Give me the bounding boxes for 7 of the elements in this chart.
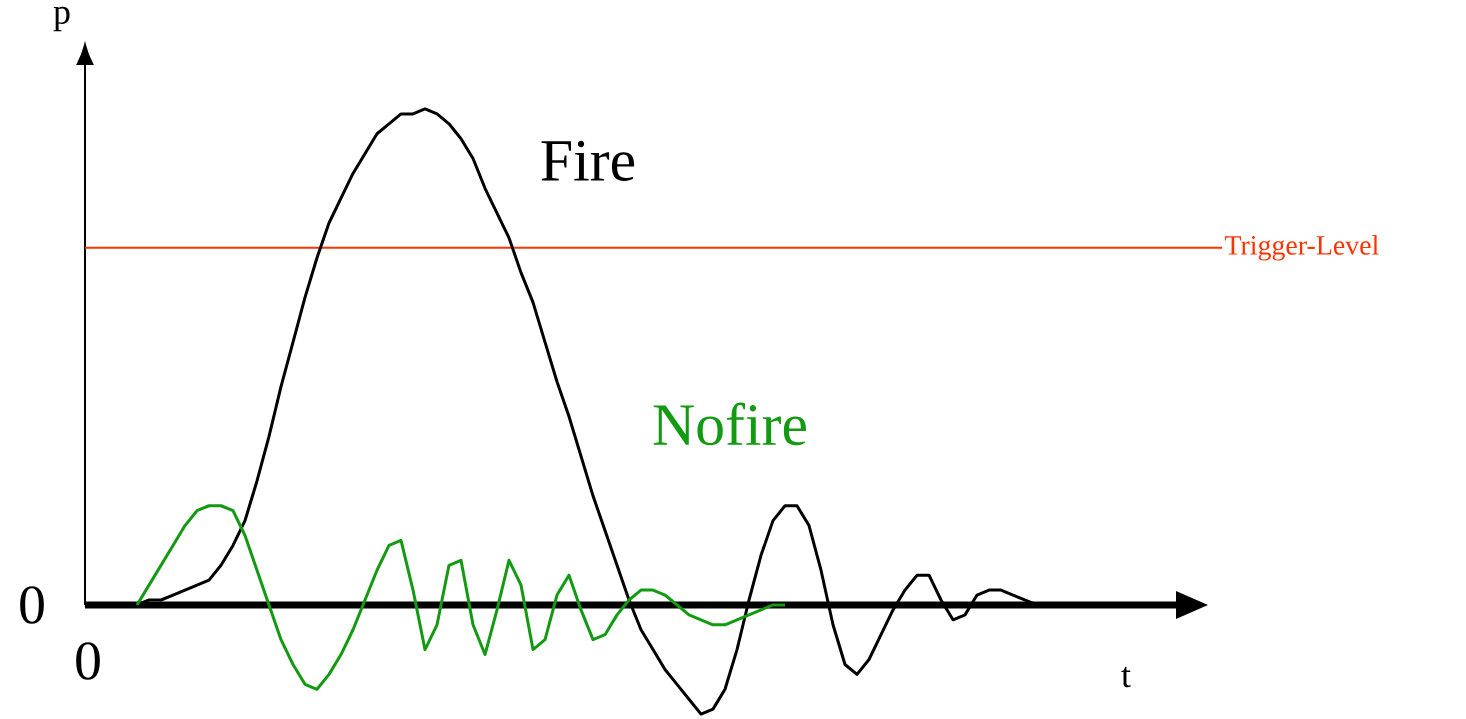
text: 0 [20, 586, 44, 624]
text: Nofire [653, 402, 806, 446]
ref-line-label: Trigger-Level [1224, 235, 1379, 261]
text: 0 [76, 642, 100, 680]
x-axis-title: t [1121, 666, 1131, 688]
y-axis-title: p [53, 6, 70, 32]
series-label: Fire [541, 140, 635, 182]
